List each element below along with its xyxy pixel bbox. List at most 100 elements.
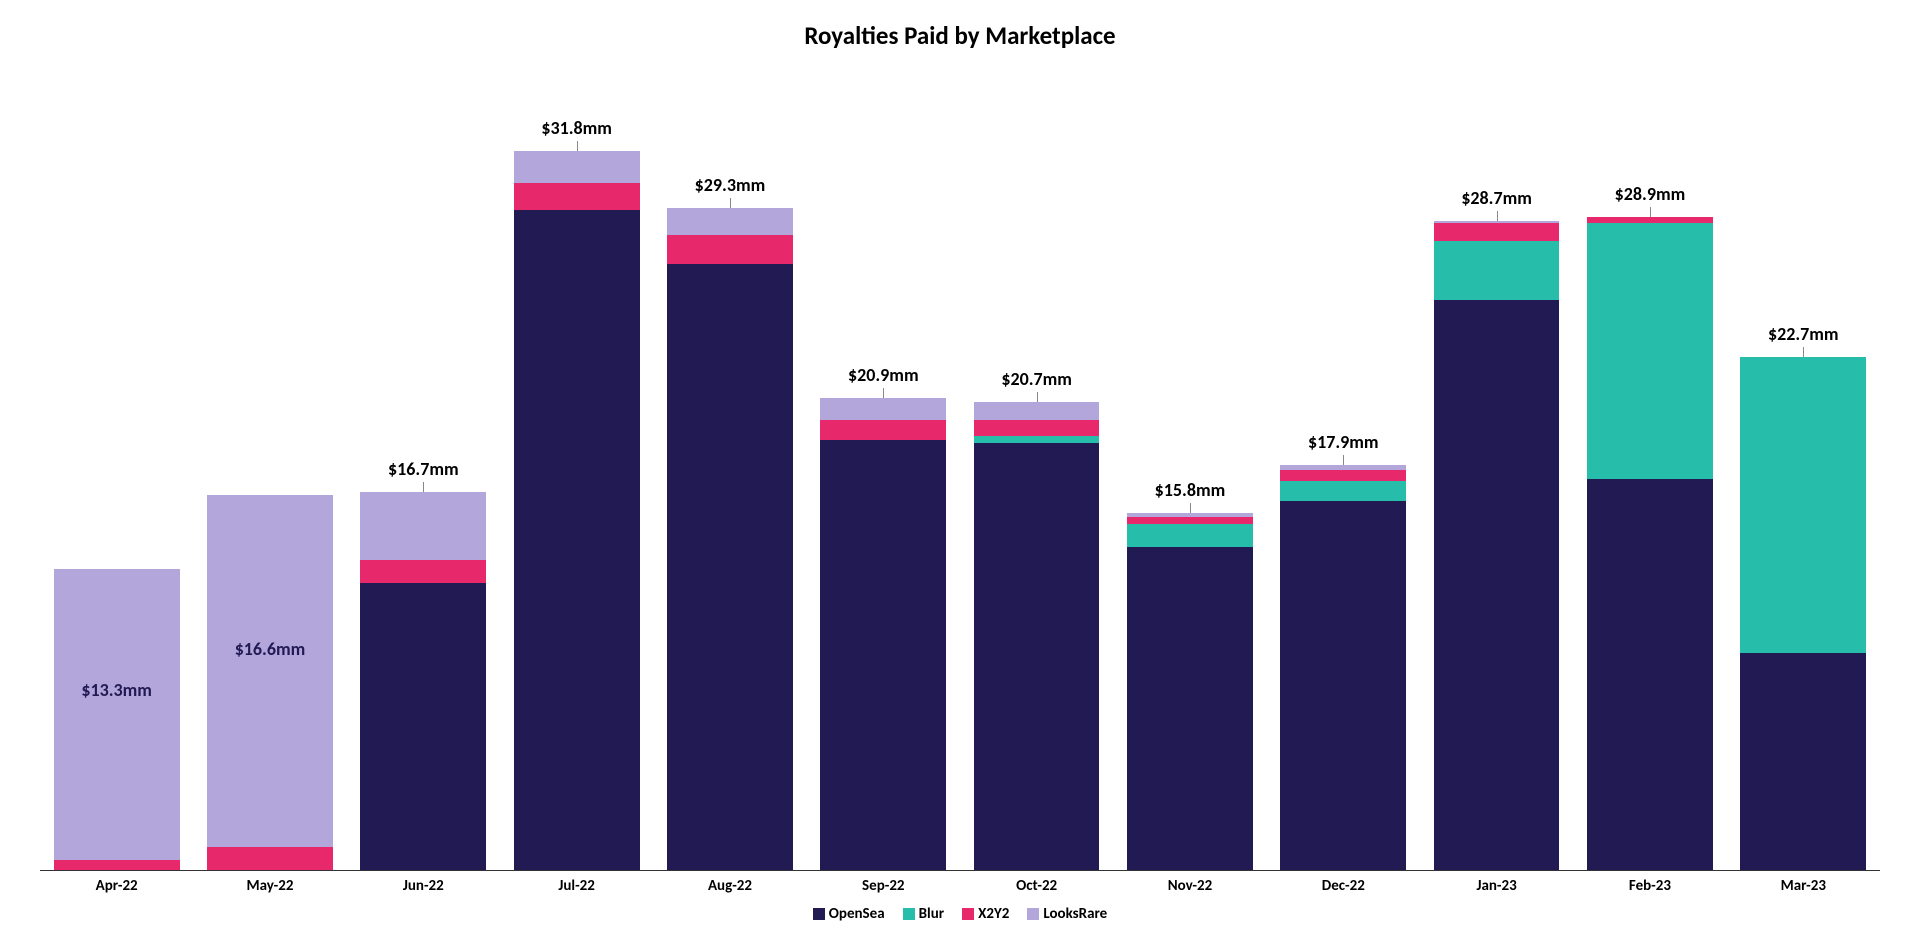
bar-stack <box>514 151 640 870</box>
bar-group: $15.8mm <box>1113 91 1266 870</box>
label-leader-line <box>1190 503 1191 513</box>
label-leader-line <box>883 388 884 398</box>
bar-segment-looksrare <box>514 151 640 183</box>
bar-segment-opensea <box>1127 547 1253 870</box>
bar-total-label: $22.7mm <box>1768 323 1839 345</box>
legend-item-blur: Blur <box>903 905 944 923</box>
bar-total-label: $20.7mm <box>1001 368 1072 390</box>
bar-segment-opensea <box>514 210 640 870</box>
bar-group: $16.7mm <box>347 91 500 870</box>
bar-group: $28.7mm <box>1420 91 1573 870</box>
bar-group: $20.7mm <box>960 91 1113 870</box>
bar-total-label: $17.9mm <box>1308 431 1379 453</box>
bar-group: $16.6mm <box>193 91 346 870</box>
legend-item-opensea: OpenSea <box>813 905 885 923</box>
legend-item-looksrare: LooksRare <box>1027 905 1107 923</box>
legend-swatch <box>962 908 974 920</box>
bar-segment-opensea <box>1434 300 1560 870</box>
label-leader-line <box>1343 455 1344 465</box>
bar-stack <box>1587 217 1713 870</box>
legend-swatch <box>903 908 915 920</box>
bar-total-label: $16.6mm <box>235 638 306 660</box>
legend-label: Blur <box>919 905 944 923</box>
bar-segment-x2y2 <box>514 183 640 210</box>
bar-stack <box>667 208 793 870</box>
bar-segment-x2y2 <box>1434 223 1560 241</box>
bar-total-label: $16.7mm <box>388 458 459 480</box>
x-axis-tick: Jul-22 <box>500 877 653 895</box>
bar-segment-looksrare <box>207 495 333 848</box>
bar-segment-opensea <box>667 264 793 870</box>
bar-group: $17.9mm <box>1267 91 1420 870</box>
bar-segment-opensea <box>820 440 946 870</box>
label-leader-line <box>1037 392 1038 402</box>
bar-stack <box>820 398 946 871</box>
bar-segment-blur <box>1587 223 1713 478</box>
bar-total-label: $13.3mm <box>81 679 152 701</box>
legend-swatch <box>1027 908 1039 920</box>
bar-segment-blur <box>1127 524 1253 547</box>
bar-segment-blur <box>974 436 1100 443</box>
bar-group: $31.8mm <box>500 91 653 870</box>
bar-total-label: $28.9mm <box>1615 183 1686 205</box>
bar-segment-opensea <box>1740 653 1866 870</box>
bar-group: $29.3mm <box>653 91 806 870</box>
bar-total-label: $29.3mm <box>695 174 766 196</box>
x-axis-tick: Feb-23 <box>1573 877 1726 895</box>
bar-stack <box>1740 357 1866 870</box>
x-axis-tick: Oct-22 <box>960 877 1113 895</box>
x-axis-tick: Sep-22 <box>807 877 960 895</box>
bar-total-label: $28.7mm <box>1461 187 1532 209</box>
bar-segment-blur <box>1280 481 1406 501</box>
bar-group: $20.9mm <box>807 91 960 870</box>
bar-segment-opensea <box>1587 479 1713 870</box>
bar-stack <box>207 495 333 870</box>
x-axis-tick: Nov-22 <box>1113 877 1266 895</box>
bar-stack <box>54 569 180 870</box>
bar-segment-looksrare <box>667 208 793 235</box>
bar-segment-opensea <box>1280 501 1406 870</box>
bar-segment-x2y2 <box>667 235 793 264</box>
x-axis-tick: Dec-22 <box>1267 877 1420 895</box>
legend-swatch <box>813 908 825 920</box>
x-axis-tick: Jan-23 <box>1420 877 1573 895</box>
bar-segment-looksrare <box>820 398 946 421</box>
label-leader-line <box>577 141 578 151</box>
legend-label: OpenSea <box>829 905 885 923</box>
bar-segment-x2y2 <box>820 420 946 440</box>
bar-segment-x2y2 <box>360 560 486 583</box>
bar-group: $28.9mm <box>1573 91 1726 870</box>
bar-stack <box>1434 221 1560 870</box>
label-leader-line <box>1650 207 1651 217</box>
bar-segment-looksrare <box>974 402 1100 420</box>
bar-total-label: $20.9mm <box>848 364 919 386</box>
bar-segment-x2y2 <box>1127 517 1253 524</box>
bar-stack <box>974 402 1100 870</box>
plot-area: $13.3mm $16.6mm $16.7mm $31.8mm $29.3mm $20.9… <box>40 91 1880 871</box>
bar-segment-blur <box>1434 241 1560 300</box>
x-axis: Apr-22May-22Jun-22Jul-22Aug-22Sep-22Oct-… <box>40 877 1880 895</box>
legend-label: X2Y2 <box>978 905 1009 923</box>
bar-segment-looksrare <box>360 492 486 560</box>
x-axis-tick: Jun-22 <box>347 877 500 895</box>
bar-segment-x2y2 <box>1587 217 1713 224</box>
x-axis-tick: Apr-22 <box>40 877 193 895</box>
bar-stack <box>1280 465 1406 870</box>
x-axis-tick: May-22 <box>193 877 346 895</box>
legend: OpenSea Blur X2Y2 LooksRare <box>40 905 1880 923</box>
bar-total-label: $15.8mm <box>1155 479 1226 501</box>
label-leader-line <box>1803 347 1804 357</box>
bar-total-label: $31.8mm <box>541 117 612 139</box>
chart-container: Royalties Paid by Marketplace $13.3mm$16… <box>0 0 1920 938</box>
bar-segment-opensea <box>360 583 486 870</box>
bar-segment-x2y2 <box>974 420 1100 436</box>
bar-segment-looksrare <box>54 569 180 860</box>
label-leader-line <box>423 482 424 492</box>
label-leader-line <box>730 198 731 208</box>
label-leader-line <box>1497 211 1498 221</box>
bar-segment-opensea <box>974 443 1100 870</box>
x-axis-tick: Aug-22 <box>653 877 806 895</box>
bar-segment-x2y2 <box>54 860 180 870</box>
bar-stack <box>1127 513 1253 870</box>
legend-item-x2y2: X2Y2 <box>962 905 1009 923</box>
